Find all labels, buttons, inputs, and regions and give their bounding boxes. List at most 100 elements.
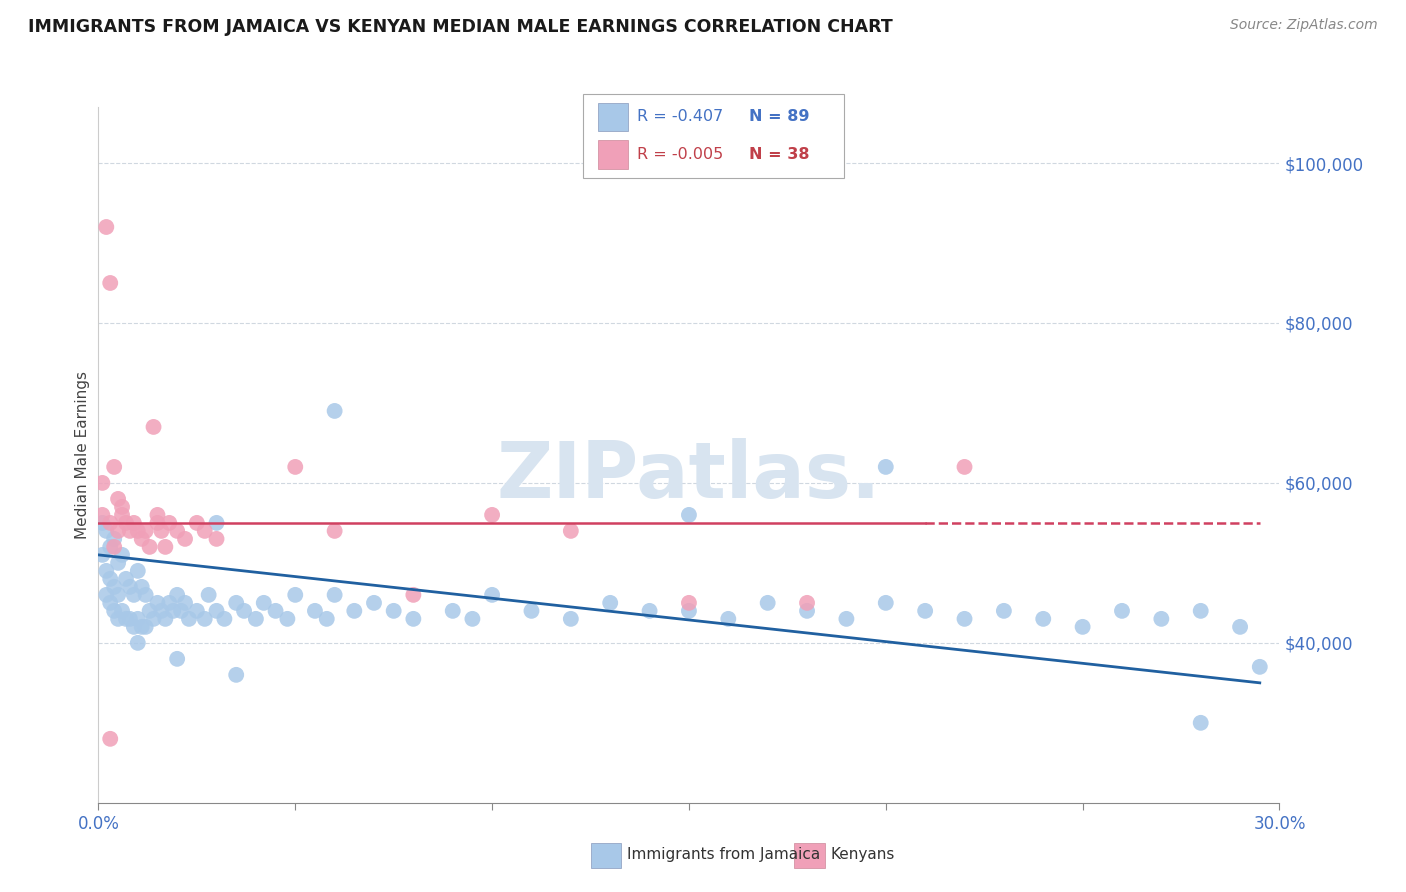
Point: [914, 604, 936, 618]
Point: [225, 668, 247, 682]
Point: [166, 588, 188, 602]
Point: [678, 596, 700, 610]
Point: [138, 540, 160, 554]
Point: [107, 612, 129, 626]
Point: [118, 612, 141, 626]
Text: Immigrants from Jamaica: Immigrants from Jamaica: [627, 847, 820, 862]
Y-axis label: Median Male Earnings: Median Male Earnings: [75, 371, 90, 539]
Point: [253, 596, 276, 610]
Point: [194, 612, 217, 626]
Point: [174, 532, 197, 546]
Text: R = -0.005: R = -0.005: [637, 147, 723, 161]
Point: [717, 612, 740, 626]
Point: [157, 596, 180, 610]
Point: [103, 580, 125, 594]
Point: [111, 508, 134, 522]
Point: [343, 604, 366, 618]
Point: [98, 516, 121, 530]
Point: [323, 404, 346, 418]
Point: [135, 620, 157, 634]
Text: Kenyans: Kenyans: [831, 847, 896, 862]
Point: [599, 596, 621, 610]
Point: [481, 508, 503, 522]
Text: Source: ZipAtlas.com: Source: ZipAtlas.com: [1230, 18, 1378, 32]
Text: N = 89: N = 89: [749, 110, 810, 124]
Point: [127, 612, 149, 626]
Point: [170, 604, 193, 618]
Text: N = 38: N = 38: [749, 147, 810, 161]
Point: [150, 604, 173, 618]
Point: [98, 276, 121, 290]
Point: [146, 508, 169, 522]
Point: [323, 524, 346, 538]
Point: [91, 475, 114, 490]
Point: [194, 524, 217, 538]
Point: [276, 612, 298, 626]
Point: [638, 604, 661, 618]
Point: [122, 588, 145, 602]
Point: [756, 596, 779, 610]
Point: [118, 524, 141, 538]
Point: [214, 612, 236, 626]
Point: [1229, 620, 1251, 634]
Point: [166, 652, 188, 666]
Point: [835, 612, 858, 626]
Point: [96, 524, 118, 538]
Point: [315, 612, 337, 626]
Point: [111, 548, 134, 562]
Point: [382, 604, 405, 618]
Point: [131, 620, 153, 634]
Point: [264, 604, 287, 618]
Point: [127, 636, 149, 650]
Point: [1111, 604, 1133, 618]
Point: [186, 604, 208, 618]
Point: [98, 572, 121, 586]
Point: [186, 516, 208, 530]
Point: [103, 604, 125, 618]
Point: [131, 580, 153, 594]
Point: [1249, 660, 1271, 674]
Point: [135, 588, 157, 602]
Point: [91, 516, 114, 530]
Point: [115, 572, 138, 586]
Point: [91, 548, 114, 562]
Point: [103, 532, 125, 546]
Point: [953, 459, 976, 474]
Point: [155, 612, 177, 626]
Point: [118, 580, 141, 594]
Point: [245, 612, 267, 626]
Point: [560, 612, 582, 626]
Point: [402, 588, 425, 602]
Point: [115, 516, 138, 530]
Point: [107, 491, 129, 506]
Point: [107, 556, 129, 570]
Point: [107, 588, 129, 602]
Point: [233, 604, 256, 618]
Point: [225, 596, 247, 610]
Point: [103, 459, 125, 474]
Text: R = -0.407: R = -0.407: [637, 110, 723, 124]
Point: [96, 588, 118, 602]
Point: [111, 500, 134, 514]
Text: IMMIGRANTS FROM JAMAICA VS KENYAN MEDIAN MALE EARNINGS CORRELATION CHART: IMMIGRANTS FROM JAMAICA VS KENYAN MEDIAN…: [28, 18, 893, 36]
Point: [91, 508, 114, 522]
Point: [131, 532, 153, 546]
Point: [146, 516, 169, 530]
Point: [166, 524, 188, 538]
Point: [150, 524, 173, 538]
Point: [1189, 715, 1212, 730]
Point: [127, 524, 149, 538]
Point: [1150, 612, 1173, 626]
Point: [138, 604, 160, 618]
Point: [461, 612, 484, 626]
Point: [103, 540, 125, 554]
Point: [953, 612, 976, 626]
Point: [98, 540, 121, 554]
Point: [96, 564, 118, 578]
Point: [174, 596, 197, 610]
Point: [142, 612, 165, 626]
Point: [155, 540, 177, 554]
Point: [115, 612, 138, 626]
Text: ZIPatlas.: ZIPatlas.: [496, 438, 882, 514]
Point: [1071, 620, 1094, 634]
